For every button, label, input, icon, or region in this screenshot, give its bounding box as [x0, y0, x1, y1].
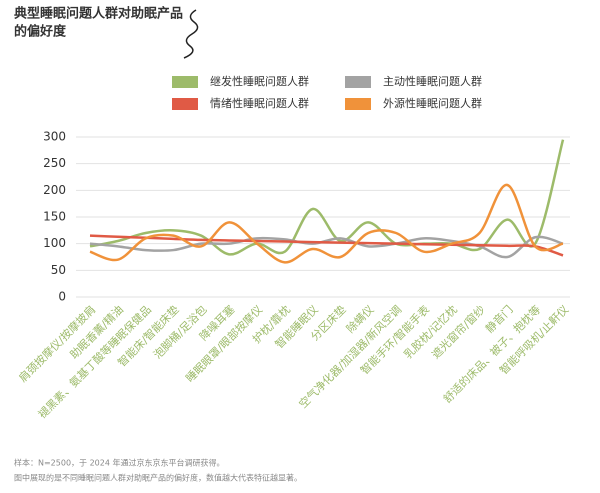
y-tick-label: 50 — [51, 263, 66, 277]
line-series — [89, 139, 565, 256]
y-tick-label: 150 — [43, 210, 66, 224]
chart-title: 的偏好度 — [14, 24, 67, 40]
y-tick-label: 0 — [58, 290, 66, 304]
note: 样本：N=2500，于 2024 年通过京东京东平台调研获得。 — [14, 458, 225, 468]
x-tick-label: 褪黑素、氨基丁酸等睡眠保健品 — [35, 302, 154, 421]
y-tick-label: 300 — [43, 130, 66, 144]
legend-swatch — [172, 76, 198, 88]
y-tick-label: 100 — [43, 236, 66, 250]
line-series — [89, 234, 564, 257]
line-series — [89, 235, 564, 259]
legend-label: 情绪性睡眠问题人群 — [210, 96, 309, 110]
line-series — [89, 183, 564, 264]
legend-swatch — [345, 76, 371, 88]
legend-swatch — [172, 98, 198, 110]
legend-swatch — [345, 98, 371, 110]
decoration — [183, 9, 199, 59]
legend-label: 主动性睡眠问题人群 — [383, 74, 482, 88]
note: 图中展现的是不同睡眠问题人群对助眠产品的偏好度，数值越大代表特征越显著。 — [14, 473, 302, 483]
chart-title: 典型睡眠问题人群对助眠产品 — [14, 6, 183, 22]
y-tick-label: 200 — [43, 183, 66, 197]
legend-label: 外源性睡眠问题人群 — [383, 96, 482, 110]
legend-label: 继发性睡眠问题人群 — [210, 74, 309, 88]
y-tick-label: 250 — [43, 156, 66, 170]
